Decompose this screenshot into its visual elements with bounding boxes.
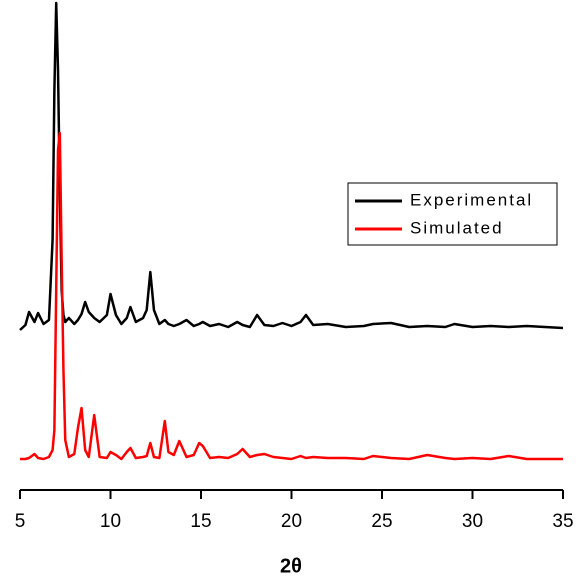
series-line [20,131,563,461]
legend-label: Experimental [410,190,533,209]
x-tick-label: 15 [190,511,211,532]
x-tick-label: 10 [100,511,121,532]
x-tick-label: 25 [371,511,392,532]
x-tick-label: 35 [552,511,573,532]
x-tick-label: 30 [462,511,483,532]
x-axis-label: 2θ [280,555,302,577]
x-tick-label: 5 [15,511,26,532]
series-line [19,1,564,331]
legend-label: Simulated [410,218,504,237]
x-tick-label: 20 [281,511,302,532]
legend-box [347,182,558,246]
